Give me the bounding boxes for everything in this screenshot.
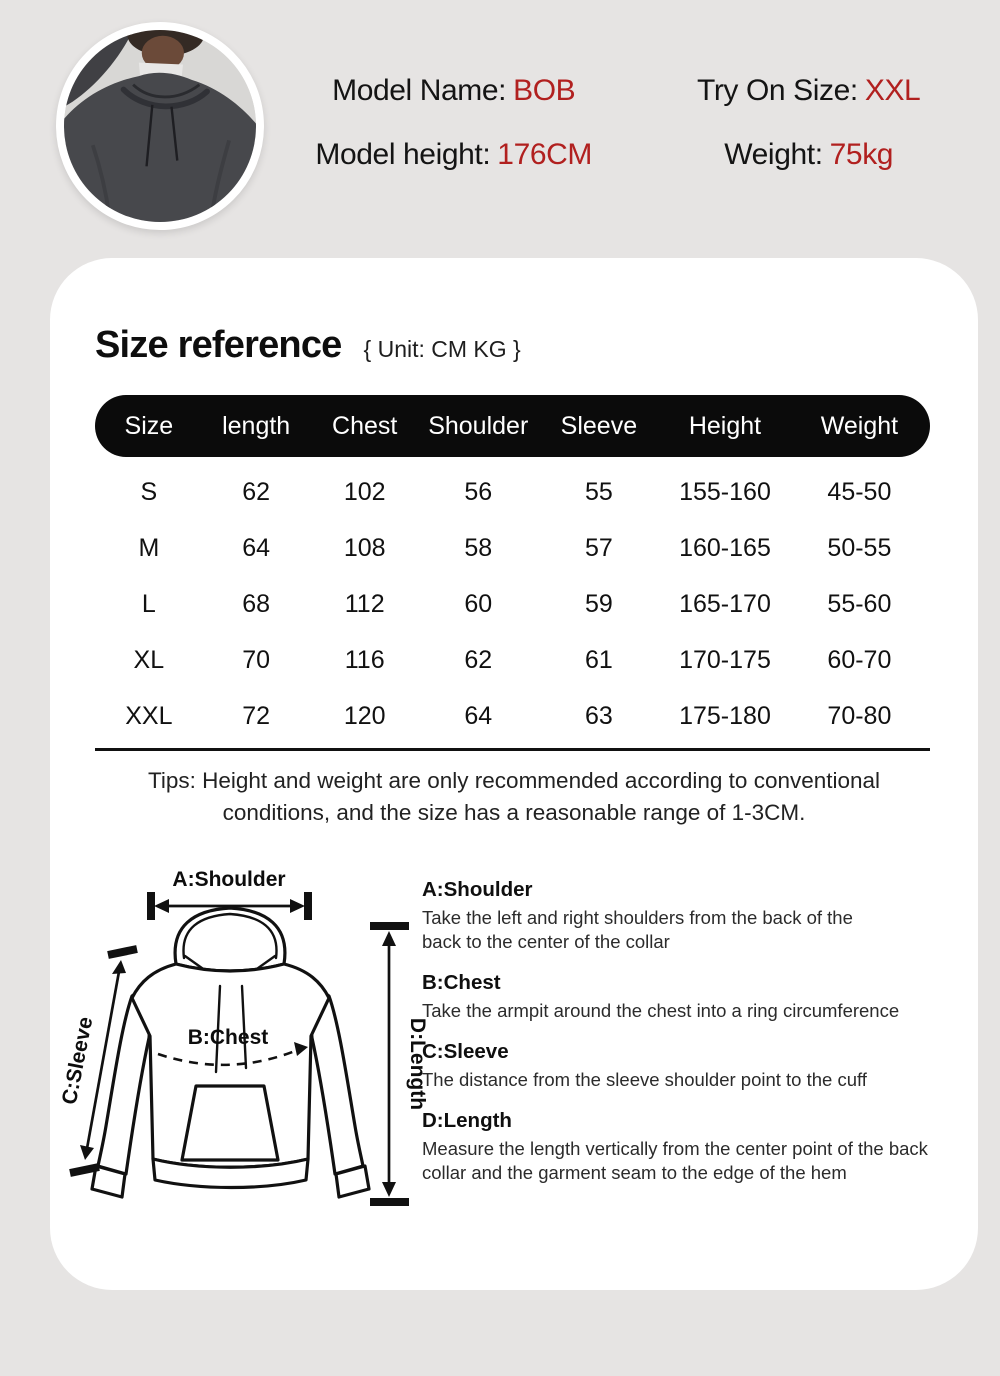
- guide-item-shoulder: A:Shoulder Take the left and right shoul…: [422, 878, 964, 954]
- header-weight: Weight: [820, 411, 899, 440]
- cell: 70: [242, 645, 271, 674]
- guide-term: C:Sleeve: [422, 1040, 509, 1064]
- model-height-value: 176CM: [497, 138, 593, 171]
- size-table-body: S 62 102 56 55 155-160 45-50 M 64 108 58…: [95, 464, 930, 744]
- diagram-label-chest: B:Chest: [188, 1026, 269, 1049]
- header-shoulder: Shoulder: [428, 411, 529, 440]
- card-title-row: Size reference { Unit: CM KG }: [95, 324, 521, 367]
- model-weight-label: Weight:: [724, 138, 823, 171]
- guide-item-length: D:Length Measure the length vertically f…: [422, 1109, 964, 1185]
- cell: 72: [242, 701, 271, 730]
- try-on-size-label: Try On Size:: [697, 74, 858, 107]
- table-row-l: L 68 112 60 59 165-170 55-60: [95, 576, 930, 632]
- cell: 56: [464, 477, 493, 506]
- header-sleeve: Sleeve: [560, 411, 638, 440]
- cell: 165-170: [679, 589, 771, 618]
- model-photo-illustration: [64, 30, 256, 222]
- table-row-s: S 62 102 56 55 155-160 45-50: [95, 464, 930, 520]
- cell: 62: [464, 645, 493, 674]
- model-photo: [56, 22, 264, 230]
- cell: 116: [344, 645, 385, 674]
- guide-desc: Measure the length vertically from the c…: [422, 1138, 928, 1184]
- header-height: Height: [688, 411, 762, 440]
- cell: 64: [464, 701, 493, 730]
- size-reference-title: Size reference: [95, 324, 342, 366]
- cell: 64: [242, 533, 271, 562]
- cell: 102: [343, 477, 386, 506]
- cell: 62: [242, 477, 271, 506]
- cell: 55: [584, 477, 613, 506]
- cell: 108: [343, 533, 386, 562]
- cell: 120: [343, 701, 386, 730]
- cell: 112: [344, 589, 385, 618]
- cell: 59: [584, 589, 613, 618]
- header-length: length: [222, 411, 291, 440]
- model-info: Model Name: BOB Try On Size: XXL Model hei…: [262, 74, 972, 172]
- cell: 63: [584, 701, 613, 730]
- cell: L: [141, 589, 156, 618]
- table-row-xxl: XXL 72 120 64 63 175-180 70-80: [95, 688, 930, 744]
- header-size: Size: [124, 411, 174, 440]
- cell: 45-50: [827, 477, 892, 506]
- diagram-label-length: D:Length: [406, 1018, 426, 1110]
- try-on-size: Try On Size: XXL: [645, 74, 972, 108]
- cell: 170-175: [679, 645, 771, 674]
- diagram-label-sleeve: C:Sleeve: [58, 1015, 97, 1106]
- measure-guide: A:Shoulder Take the left and right shoul…: [422, 878, 964, 1202]
- cell: XXL: [125, 701, 173, 730]
- header-chest: Chest: [332, 411, 398, 440]
- cell: 175-180: [679, 701, 771, 730]
- cell: 60-70: [827, 645, 892, 674]
- table-row-m: M 64 108 58 57 160-165 50-55: [95, 520, 930, 576]
- guide-desc: Take the left and right shoulders from t…: [422, 907, 853, 953]
- guide-term: D:Length: [422, 1109, 512, 1133]
- size-reference-card: Size reference { Unit: CM KG } Size leng…: [50, 258, 978, 1290]
- model-height: Model height: 176CM: [262, 138, 645, 172]
- tips-text: Tips: Height and weight are only recomme…: [147, 768, 881, 825]
- size-table-header: Size length Chest Shoulder Sleeve Height…: [95, 395, 930, 457]
- hoodie-diagram-illustration: A:Shoulder: [58, 868, 426, 1206]
- model-height-label: Model height:: [315, 138, 491, 171]
- cell: 61: [584, 645, 613, 674]
- cell: 160-165: [679, 533, 771, 562]
- cell: 60: [464, 589, 493, 618]
- guide-desc: The distance from the sleeve shoulder po…: [422, 1069, 867, 1091]
- model-weight-value: 75kg: [829, 138, 894, 171]
- table-bottom-rule: [95, 748, 930, 751]
- diagram-label-shoulder: A:Shoulder: [172, 868, 285, 891]
- model-name-value: BOB: [513, 74, 576, 107]
- cell: 55-60: [827, 589, 892, 618]
- guide-term: A:Shoulder: [422, 878, 533, 901]
- model-weight: Weight: 75kg: [645, 138, 972, 172]
- cell: XL: [133, 645, 165, 674]
- cell: 58: [464, 533, 493, 562]
- guide-item-chest: B:Chest Take the armpit around the chest…: [422, 971, 964, 1023]
- cell: 155-160: [679, 477, 771, 506]
- cell: S: [140, 477, 158, 506]
- cell: 57: [584, 533, 613, 562]
- model-name: Model Name: BOB: [262, 74, 645, 108]
- guide-item-sleeve: C:Sleeve The distance from the sleeve sh…: [422, 1040, 964, 1092]
- guide-desc: Take the armpit around the chest into a …: [422, 1000, 900, 1022]
- try-on-size-value: XXL: [864, 74, 921, 107]
- table-row-xl: XL 70 116 62 61 170-175 60-70: [95, 632, 930, 688]
- cell: M: [138, 533, 160, 562]
- cell: 70-80: [827, 701, 892, 730]
- cell: 68: [242, 589, 271, 618]
- hoodie-measure-diagram: A:Shoulder: [58, 864, 426, 1220]
- guide-term: B:Chest: [422, 971, 501, 995]
- model-name-label: Model Name:: [332, 74, 507, 107]
- cell: 50-55: [827, 533, 892, 562]
- unit-note: { Unit: CM KG }: [363, 336, 521, 362]
